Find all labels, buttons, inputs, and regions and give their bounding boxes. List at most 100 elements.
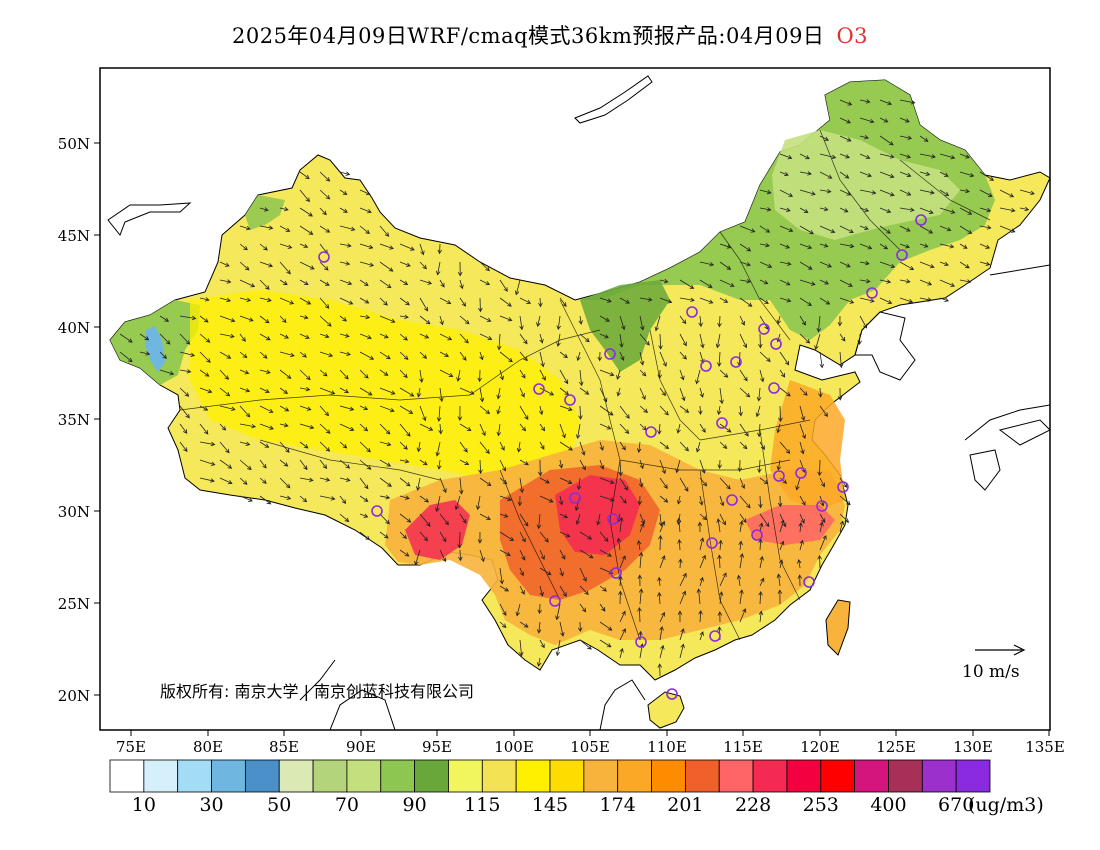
wind-arrow — [379, 477, 392, 487]
wind-arrow — [739, 477, 746, 490]
wind-arrow — [757, 459, 762, 474]
wind-arrow — [319, 225, 331, 233]
wind-arrow — [239, 333, 246, 342]
wind-arrow — [799, 441, 805, 455]
wind-arrow — [619, 423, 630, 434]
wind-arrow — [559, 621, 565, 637]
lat-label-50: 50N — [58, 135, 90, 153]
wind-arrow — [179, 441, 188, 453]
lat-label-45: 45N — [58, 227, 90, 245]
wind-arrow — [359, 279, 369, 286]
wind-arrow — [479, 351, 484, 361]
wind-arrow — [879, 243, 889, 250]
wind-arrow — [999, 207, 1016, 213]
wind-arrow — [817, 554, 822, 569]
colorbar-tick-label: 70 — [335, 794, 359, 816]
wind-arrow — [859, 278, 871, 284]
city-marker — [666, 688, 678, 700]
lon-label-105: 105E — [570, 738, 610, 756]
wind-arrow — [599, 549, 612, 557]
wind-arrow — [758, 333, 763, 349]
wind-arrow — [919, 207, 934, 214]
wind-arrow — [519, 405, 529, 420]
wind-arrow — [379, 459, 392, 467]
wind-arrow — [659, 297, 673, 304]
wind-arrow — [695, 369, 701, 385]
wind-arrow — [299, 441, 309, 449]
colorbar-tick-label: 50 — [267, 794, 291, 816]
lon-label-95: 95E — [422, 738, 452, 756]
wind-arrow — [399, 495, 410, 500]
wind-arrow — [339, 387, 349, 393]
wind-arrow — [739, 513, 747, 523]
wind-arrow — [319, 297, 330, 309]
colorbar-swatch — [481, 759, 517, 793]
wind-arrow — [599, 585, 607, 592]
wind-arrow — [599, 639, 612, 648]
city-marker — [773, 470, 785, 482]
wind-arrow — [479, 549, 485, 563]
wind-arrow — [519, 513, 529, 527]
wind-arrow — [816, 315, 822, 333]
wind-arrow — [439, 297, 452, 305]
wind-arrow — [659, 495, 669, 503]
wind-arrow — [939, 225, 952, 232]
wind-arrow — [519, 315, 524, 331]
wind-arrow — [619, 315, 626, 331]
wind-arrow — [499, 477, 508, 485]
wind-arrow — [779, 279, 791, 286]
wind-arrow — [558, 495, 564, 506]
wind-arrow — [475, 495, 481, 511]
wind-arrow — [799, 261, 813, 270]
wind-arrow — [279, 333, 290, 339]
wind-arrow — [559, 477, 573, 484]
wind-arrow — [819, 513, 826, 523]
wind-arrow — [699, 423, 706, 433]
wind-arrow — [599, 441, 604, 451]
wind-arrow — [599, 423, 612, 430]
wind-arrow — [559, 405, 573, 412]
wind-arrow — [379, 423, 391, 435]
wind-arrow — [279, 206, 289, 212]
colorbar-swatch — [143, 759, 179, 793]
wind-arrow — [555, 639, 561, 657]
wind-arrow — [359, 369, 369, 379]
wind-arrow — [639, 405, 648, 413]
wind-arrow — [319, 207, 327, 216]
wind-reference-label: 10 m/s — [962, 662, 1020, 682]
wind-arrow — [658, 333, 663, 350]
city-marker — [318, 251, 330, 263]
wind-arrow — [739, 520, 744, 533]
wind-arrow — [596, 513, 601, 526]
wind-arrow — [239, 297, 252, 302]
wind-arrow — [279, 297, 295, 305]
wind-arrow — [959, 243, 968, 249]
wind-arrow — [799, 207, 809, 214]
wind-arrow — [759, 513, 770, 528]
wind-arrow — [599, 333, 609, 339]
wind-arrow — [399, 387, 415, 397]
wind-arrow — [519, 459, 529, 466]
wind-arrow — [859, 207, 870, 213]
wind-arrow — [739, 225, 756, 233]
wind-arrow — [359, 261, 375, 267]
wind-arrow — [219, 423, 227, 431]
wind-arrow — [979, 243, 991, 249]
wind-arrow — [299, 405, 312, 411]
wind-arrow — [819, 279, 830, 285]
wind-arrow — [479, 333, 493, 341]
wind-arrow — [279, 495, 292, 501]
colorbar-swatch — [583, 759, 619, 793]
wind-arrow — [556, 315, 561, 331]
wind-arrow — [959, 188, 970, 194]
wind-arrow — [839, 189, 852, 196]
wind-arrow — [459, 459, 470, 465]
wind-arrow — [456, 369, 461, 382]
wind-arrow — [616, 369, 621, 380]
wind-arrow — [339, 279, 353, 286]
wind-arrow — [339, 441, 348, 449]
wind-arrow — [919, 279, 933, 286]
wind-arrow — [259, 477, 267, 484]
wind-arrow — [219, 459, 233, 469]
wind-arrow — [239, 441, 251, 446]
